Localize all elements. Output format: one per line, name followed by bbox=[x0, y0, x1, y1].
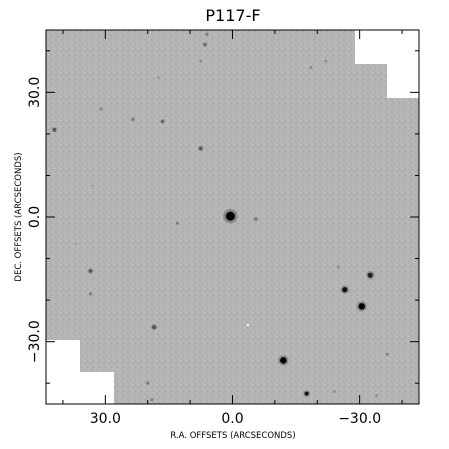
star-source bbox=[98, 106, 104, 112]
x-axis-ticks: 30.0 0.0 −30.0 bbox=[90, 30, 381, 427]
star-source bbox=[253, 216, 259, 222]
star-source bbox=[308, 65, 313, 70]
star-source bbox=[332, 389, 336, 394]
y-axis-ticks: 30.0 0.0 −30.0 bbox=[27, 77, 419, 363]
source-layer bbox=[51, 32, 390, 402]
x-tick-label: 0.0 bbox=[221, 411, 243, 427]
star-source bbox=[204, 32, 210, 37]
star-source bbox=[198, 59, 203, 64]
star-source bbox=[323, 59, 328, 64]
y-tick-label: −30.0 bbox=[27, 320, 43, 363]
hot-pixel bbox=[247, 324, 249, 326]
star-source bbox=[175, 221, 180, 226]
star-source bbox=[74, 242, 78, 246]
star-source bbox=[160, 118, 166, 124]
y-tick-label: 30.0 bbox=[27, 77, 43, 108]
star-source bbox=[303, 390, 310, 397]
minor-ticks bbox=[46, 30, 419, 404]
y-tick-label: 0.0 bbox=[27, 206, 43, 228]
star-source bbox=[197, 145, 204, 152]
x-tick-label: −30.0 bbox=[338, 411, 381, 427]
star-source bbox=[356, 301, 367, 312]
star-source bbox=[385, 352, 390, 357]
star-source bbox=[336, 264, 341, 269]
star-source bbox=[278, 355, 289, 366]
star-source bbox=[374, 393, 379, 398]
plot-title: P117-F bbox=[205, 6, 260, 25]
image-field bbox=[46, 30, 419, 404]
star-source bbox=[202, 41, 208, 48]
star-source bbox=[87, 268, 94, 274]
x-axis-label: R.A. OFFSETS (ARCSECONDS) bbox=[170, 431, 295, 441]
y-axis-label: DEC. OFFSETS (ARCSECONDS) bbox=[14, 152, 24, 281]
star-source bbox=[366, 271, 375, 280]
star-source bbox=[88, 291, 93, 296]
star-source bbox=[150, 397, 154, 402]
x-tick-label: 30.0 bbox=[90, 411, 121, 427]
star-source bbox=[130, 117, 136, 122]
star-source bbox=[340, 285, 349, 294]
star-source bbox=[91, 184, 95, 188]
star-source bbox=[223, 208, 238, 224]
star-source bbox=[156, 76, 160, 80]
star-source bbox=[51, 126, 58, 133]
star-source bbox=[145, 380, 150, 386]
star-source bbox=[150, 323, 158, 331]
